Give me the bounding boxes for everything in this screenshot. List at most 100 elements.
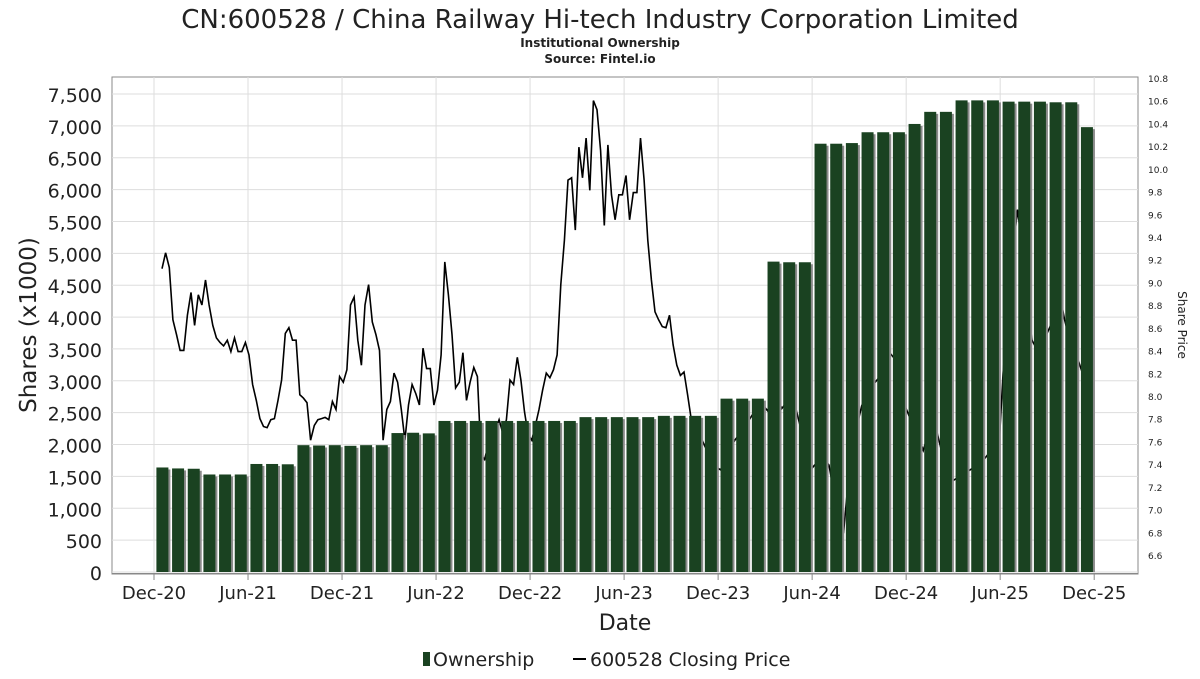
ownership-bar bbox=[908, 123, 921, 573]
ownership-bar bbox=[328, 445, 341, 572]
ownership-bar bbox=[548, 420, 561, 572]
y-tick-label: 5,000 bbox=[48, 244, 102, 266]
ownership-bar bbox=[830, 143, 843, 572]
y2-tick-label: 8.6 bbox=[1148, 325, 1163, 335]
x-tick-label: Dec-23 bbox=[686, 583, 750, 604]
y-tick-label: 2,500 bbox=[48, 404, 102, 426]
y-tick-label: 2,000 bbox=[48, 436, 102, 458]
x-axis-ticks: Dec-20 Jun-21 Dec-21 Jun-22 Dec-22 Jun-23 Dec-… bbox=[122, 574, 1126, 604]
x-axis-label: Date bbox=[599, 611, 652, 636]
y-tick-label: 4,500 bbox=[48, 276, 102, 298]
y-tick-label: 1,500 bbox=[48, 467, 102, 489]
ownership-bar bbox=[563, 420, 576, 572]
ownership-bar bbox=[657, 415, 670, 572]
y-tick-label: 1,000 bbox=[48, 499, 102, 521]
ownership-bar bbox=[203, 474, 216, 572]
ownership-bar bbox=[485, 420, 498, 572]
ownership-bar bbox=[375, 445, 388, 572]
y-tick-label: 5,500 bbox=[48, 212, 102, 234]
x-tick-label: Dec-25 bbox=[1062, 583, 1126, 604]
ownership-bar bbox=[939, 111, 952, 572]
y-tick-label: 7,500 bbox=[48, 85, 102, 107]
x-tick-label: Dec-20 bbox=[122, 583, 186, 604]
y-tick-label: 0 bbox=[90, 563, 102, 585]
legend-ownership-label: Ownership bbox=[433, 649, 534, 671]
ownership-bar bbox=[360, 445, 373, 572]
ownership-bar bbox=[344, 445, 357, 572]
y-tick-label: 7,000 bbox=[48, 117, 102, 139]
ownership-bar bbox=[266, 463, 279, 572]
ownership-bar bbox=[861, 132, 874, 573]
y2-tick-label: 9.2 bbox=[1148, 257, 1162, 267]
ownership-bar bbox=[736, 398, 749, 572]
x-tick-label: Dec-21 bbox=[310, 583, 374, 604]
ownership-bar bbox=[187, 468, 200, 572]
ownership-bar bbox=[720, 398, 733, 572]
chart-title: CN:600528 / China Railway Hi-tech Indust… bbox=[181, 5, 1019, 35]
ownership-bar bbox=[626, 417, 639, 572]
ownership-bar bbox=[610, 417, 623, 572]
y2-tick-label: 8.2 bbox=[1148, 370, 1162, 380]
ownership-bars bbox=[112, 100, 1138, 574]
ownership-bar bbox=[438, 420, 451, 572]
y-tick-label: 3,000 bbox=[48, 372, 102, 394]
ownership-bar bbox=[924, 111, 937, 572]
y2-tick-label: 7.8 bbox=[1148, 416, 1163, 426]
x-tick-label: Jun-25 bbox=[970, 583, 1029, 604]
ownership-bar bbox=[407, 432, 420, 572]
ownership-bar bbox=[297, 445, 310, 572]
y2-tick-label: 7.6 bbox=[1148, 438, 1163, 448]
ownership-bar bbox=[986, 100, 999, 572]
chart-subtitle: Institutional Ownership bbox=[520, 36, 680, 50]
ownership-bar bbox=[454, 420, 467, 572]
y2-tick-label: 10.6 bbox=[1148, 98, 1168, 108]
ownership-bar bbox=[281, 464, 294, 572]
y2-tick-label: 7.0 bbox=[1148, 507, 1163, 517]
ownership-bar bbox=[422, 433, 435, 572]
y-axis-ticks: 0 500 1,000 1,500 2,000 2,500 3,000 3,500 4,000 4… bbox=[48, 85, 102, 585]
y2-tick-label: 7.4 bbox=[1148, 461, 1163, 471]
x-tick-label: Jun-22 bbox=[406, 583, 465, 604]
ownership-bar bbox=[767, 261, 780, 572]
ownership-bar bbox=[1033, 101, 1046, 572]
y-tick-label: 6,500 bbox=[48, 149, 102, 171]
ownership-bar bbox=[689, 415, 702, 572]
y2-tick-label: 7.2 bbox=[1148, 484, 1162, 494]
y2-tick-label: 9.0 bbox=[1148, 279, 1163, 289]
y-tick-label: 500 bbox=[66, 531, 102, 553]
y2-tick-label: 6.6 bbox=[1148, 552, 1163, 562]
ownership-bar bbox=[877, 132, 890, 573]
ownership-bar bbox=[673, 415, 686, 572]
ownership-bar bbox=[971, 100, 984, 572]
ownership-bar bbox=[516, 420, 529, 572]
y2-axis-label: Share Price bbox=[1175, 291, 1189, 359]
ownership-bar bbox=[156, 467, 169, 572]
ownership-bar bbox=[595, 417, 608, 572]
y-tick-label: 3,500 bbox=[48, 340, 102, 362]
chart-source: Source: Fintel.io bbox=[544, 52, 655, 66]
x-tick-label: Jun-24 bbox=[782, 583, 841, 604]
y2-tick-label: 8.4 bbox=[1148, 348, 1163, 358]
ownership-bar bbox=[313, 445, 326, 572]
x-tick-label: Dec-24 bbox=[874, 583, 938, 604]
x-tick-label: Jun-21 bbox=[218, 583, 277, 604]
x-tick-label: Jun-23 bbox=[594, 583, 653, 604]
y2-axis-ticks: 6.6 6.8 7.0 7.2 7.4 7.6 7.8 8.0 8.2 8.4 8.6 8.8 9.0 9… bbox=[1148, 75, 1168, 562]
y2-tick-label: 9.4 bbox=[1148, 234, 1163, 244]
ownership-bar bbox=[892, 132, 905, 573]
y2-tick-label: 8.8 bbox=[1148, 302, 1163, 312]
legend-price-label: 600528 Closing Price bbox=[590, 649, 790, 671]
ownership-bar bbox=[642, 417, 655, 572]
ownership-bar bbox=[469, 420, 482, 572]
y-tick-label: 6,000 bbox=[48, 181, 102, 203]
legend: Ownership 600528 Closing Price bbox=[423, 649, 790, 671]
ownership-bar bbox=[1080, 127, 1093, 573]
y-tick-label: 4,000 bbox=[48, 308, 102, 330]
ownership-bar bbox=[751, 398, 764, 572]
ownership-bar bbox=[172, 468, 185, 572]
ownership-bar bbox=[845, 143, 858, 573]
y2-tick-label: 6.8 bbox=[1148, 529, 1163, 539]
y2-tick-label: 9.6 bbox=[1148, 211, 1163, 221]
ownership-bar bbox=[1002, 101, 1015, 572]
